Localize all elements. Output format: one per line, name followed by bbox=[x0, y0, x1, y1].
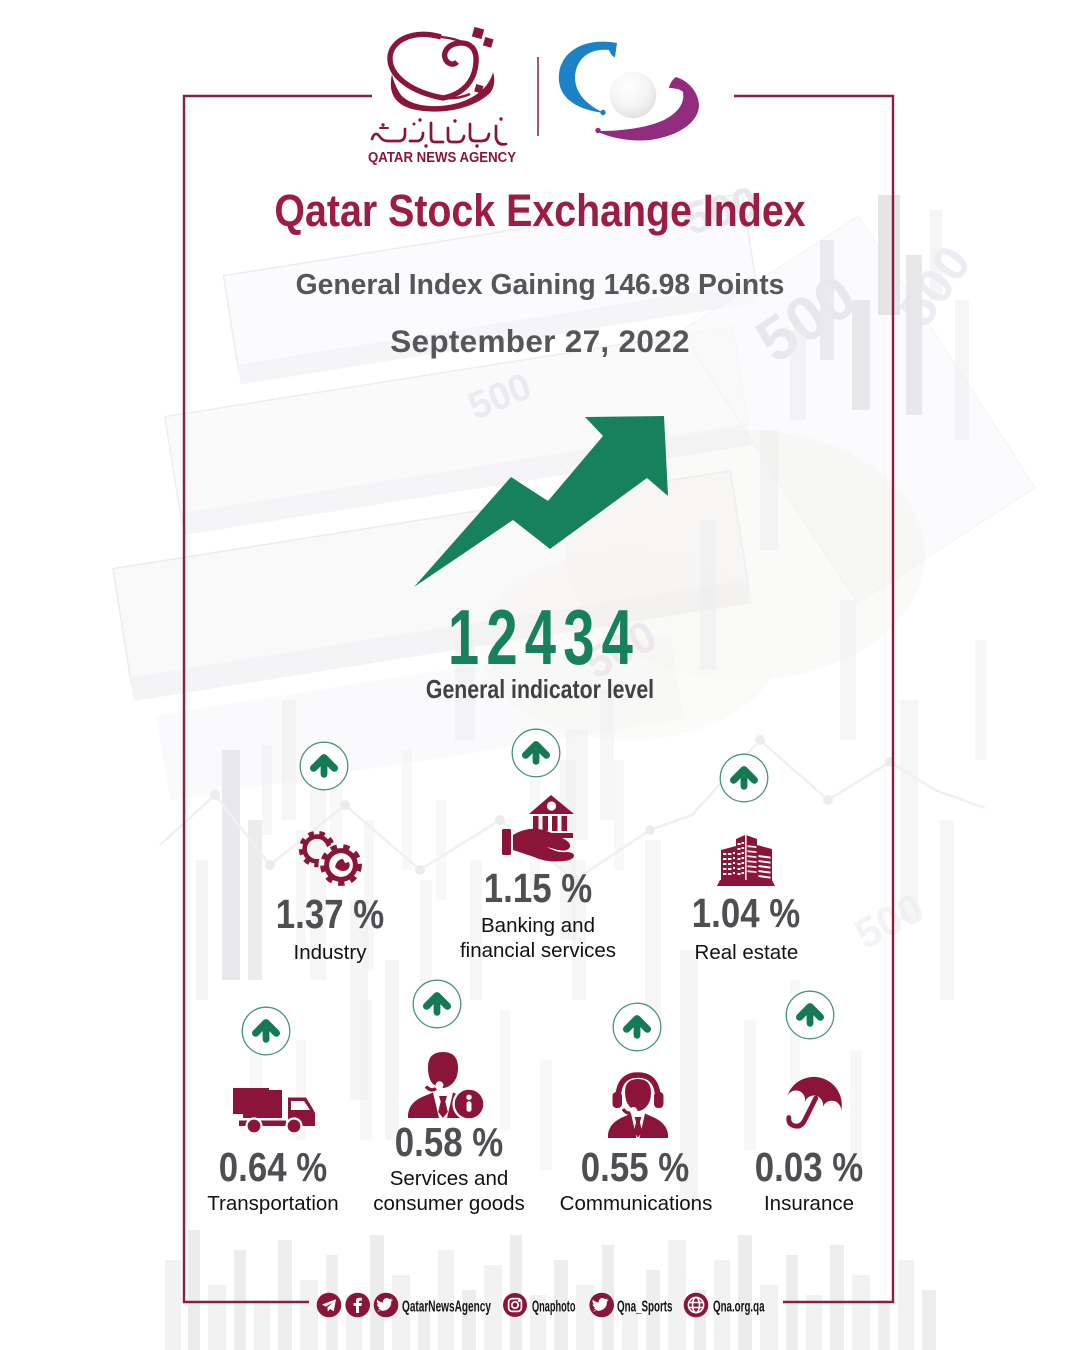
svg-text:Qna_Sports: Qna_Sports bbox=[617, 1299, 673, 1316]
svg-text:QatarNewsAgency: QatarNewsAgency bbox=[402, 1299, 491, 1316]
svg-text:QATAR NEWS AGENCY: QATAR NEWS AGENCY bbox=[368, 150, 516, 166]
svg-text:Qna.org.qa: Qna.org.qa bbox=[713, 1299, 765, 1316]
svg-text:Qnaphoto: Qnaphoto bbox=[532, 1299, 576, 1316]
